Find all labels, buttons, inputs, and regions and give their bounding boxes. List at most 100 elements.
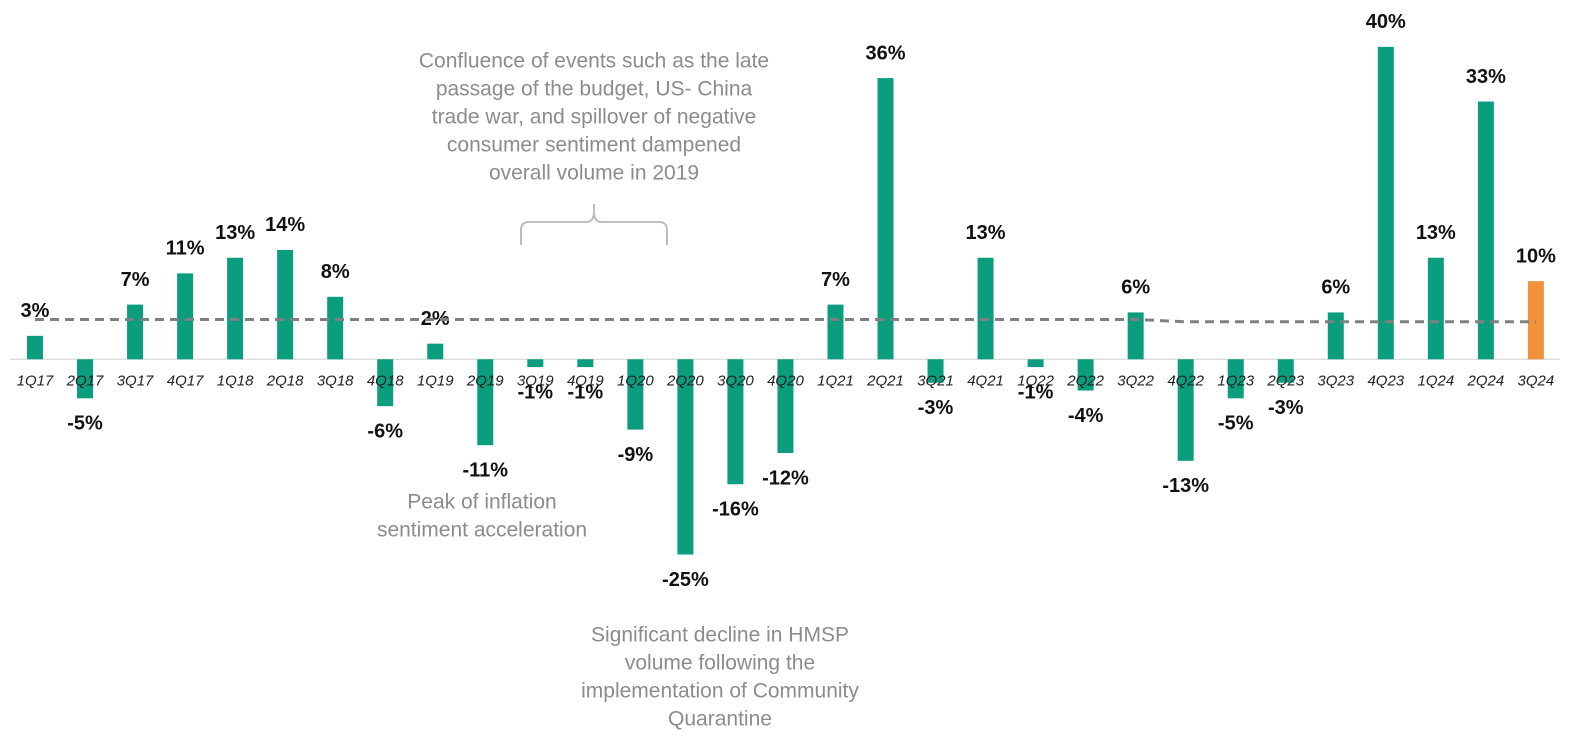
bar	[277, 249, 294, 360]
x-tick-label: 2Q19	[466, 372, 504, 389]
bar	[827, 304, 844, 360]
data-label: -3%	[1268, 397, 1304, 419]
x-tick-label: 3Q23	[1317, 372, 1354, 389]
bar	[977, 257, 994, 360]
bar	[127, 304, 144, 360]
x-tick-label: 1Q18	[217, 372, 254, 389]
x-tick-label: 2Q23	[1266, 372, 1304, 389]
data-label: -6%	[367, 420, 403, 442]
bar	[177, 273, 194, 360]
data-label: 2%	[421, 308, 450, 330]
bar	[777, 359, 794, 454]
annotation: Significant decline in HMSP	[591, 624, 849, 647]
data-label: -11%	[462, 459, 508, 481]
bar	[1527, 281, 1544, 360]
bar	[27, 335, 43, 360]
bar	[1327, 312, 1344, 360]
bar	[327, 296, 344, 360]
data-label: -13%	[1162, 475, 1209, 497]
data-label: 7%	[821, 269, 850, 291]
data-label: -25%	[662, 569, 709, 591]
x-tick-label: 4Q19	[567, 372, 604, 389]
x-tick-label: 1Q17	[17, 372, 54, 389]
bar	[1077, 359, 1094, 391]
x-tick-label: 4Q23	[1367, 372, 1404, 389]
annotation: sentiment acceleration	[377, 519, 587, 542]
data-label: -16%	[712, 499, 759, 521]
x-tick-label: 2Q18	[266, 372, 304, 389]
bar	[1427, 257, 1444, 360]
annotation: volume following the	[625, 652, 815, 675]
x-tick-label: 1Q23	[1217, 372, 1254, 389]
x-tick-label: 3Q24	[1518, 372, 1555, 389]
data-label: -1%	[518, 381, 554, 403]
x-tick-label: 1Q21	[817, 372, 854, 389]
brace	[520, 204, 668, 245]
data-label: 40%	[1366, 11, 1406, 33]
annotation: passage of the budget, US- China	[436, 78, 753, 101]
data-label: -1%	[568, 381, 604, 403]
x-tick-label: 2Q21	[866, 372, 904, 389]
x-tick-label: 2Q22	[1066, 372, 1104, 389]
annotation: Quarantine	[668, 708, 772, 731]
x-tick-label: 3Q18	[317, 372, 354, 389]
x-tick-label: 2Q17	[66, 372, 104, 389]
x-tick-label: 3Q20	[717, 372, 754, 389]
bar	[927, 359, 944, 383]
data-label: 13%	[215, 222, 255, 244]
x-tick-label: 2Q20	[666, 372, 704, 389]
data-label: -1%	[1018, 381, 1054, 403]
data-label: -5%	[67, 413, 103, 435]
x-tick-label: 2Q24	[1467, 372, 1505, 389]
annotation: consumer sentiment dampened	[447, 134, 741, 157]
bar	[227, 257, 244, 360]
data-label: 36%	[865, 42, 905, 64]
bar	[627, 359, 644, 430]
data-label: 8%	[321, 261, 350, 283]
annotation: Confluence of events such as the late	[419, 50, 769, 73]
bar	[577, 359, 594, 368]
x-tick-label: 3Q17	[117, 372, 154, 389]
x-tick-label: 4Q18	[367, 372, 404, 389]
x-tick-label: 4Q21	[967, 372, 1004, 389]
bar	[1177, 359, 1194, 461]
data-label: -9%	[618, 444, 654, 466]
bar	[477, 359, 494, 446]
x-tick-label: 1Q20	[617, 372, 654, 389]
annotation: trade war, and spillover of negative	[432, 106, 757, 129]
bar	[727, 359, 744, 485]
data-label: -12%	[762, 467, 809, 489]
data-label: 10%	[1516, 245, 1556, 267]
bar	[877, 78, 894, 360]
data-label: 14%	[265, 214, 305, 236]
x-tick-label: 4Q17	[167, 372, 204, 389]
bar	[527, 359, 544, 368]
x-tick-label: 1Q24	[1417, 372, 1454, 389]
data-label: 6%	[1321, 277, 1350, 299]
data-label: 11%	[166, 238, 205, 260]
x-tick-label: 3Q22	[1117, 372, 1154, 389]
x-tick-label: 4Q20	[767, 372, 804, 389]
data-label: 3%	[21, 300, 50, 322]
x-tick-label: 3Q19	[517, 372, 554, 389]
x-tick-label: 1Q19	[417, 372, 454, 389]
bar	[1227, 359, 1244, 399]
annotation: Peak of inflation	[407, 491, 556, 514]
data-label: 13%	[966, 222, 1006, 244]
data-label: 13%	[1416, 222, 1456, 244]
data-label: -4%	[1068, 405, 1104, 427]
bar	[1477, 101, 1494, 360]
bar	[77, 359, 94, 399]
bar	[1127, 312, 1144, 360]
x-tick-label: 4Q22	[1167, 372, 1204, 389]
data-label: -5%	[1218, 413, 1254, 435]
annotation: implementation of Community	[581, 680, 859, 703]
data-label: 33%	[1466, 66, 1506, 88]
bar	[377, 359, 394, 407]
x-tick-label: 1Q22	[1017, 372, 1054, 389]
bar	[1027, 359, 1044, 368]
x-tick-label: 3Q21	[917, 372, 954, 389]
data-label: 7%	[121, 269, 150, 291]
bar	[1377, 46, 1394, 360]
